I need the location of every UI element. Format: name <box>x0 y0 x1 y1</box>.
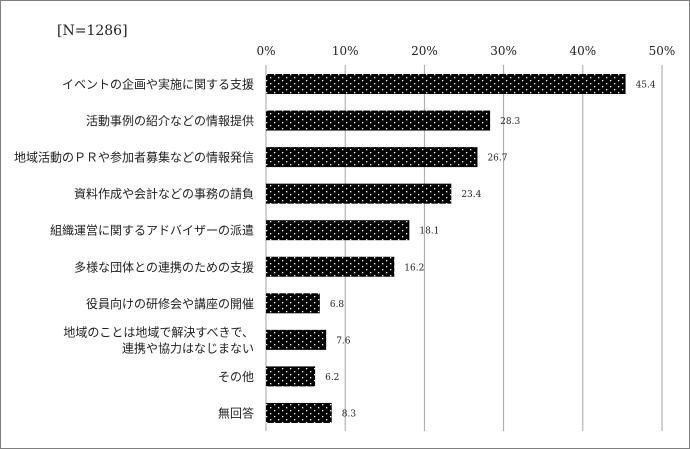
value-label: 28.3 <box>500 117 520 127</box>
x-tick-label: 30% <box>490 44 517 58</box>
bar <box>266 293 320 314</box>
value-label: 26.7 <box>487 154 507 164</box>
category-labels: イベントの企画や実施に関する支援活動事例の紹介などの情報提供地域活動のＰＲや参加… <box>14 77 254 421</box>
category-label: 活動事例の紹介などの情報提供 <box>86 113 254 128</box>
value-label: 16.2 <box>404 263 424 273</box>
value-label: 7.6 <box>336 336 351 346</box>
x-tick-label: 40% <box>569 44 596 58</box>
bar <box>266 256 395 277</box>
category-label: イベントの企画や実施に関する支援 <box>62 77 254 92</box>
value-label: 6.8 <box>330 300 345 310</box>
bar <box>266 220 410 241</box>
bar <box>266 147 478 168</box>
category-label: 無回答 <box>218 405 254 420</box>
bars <box>266 74 626 423</box>
x-tick-label: 50% <box>649 44 676 58</box>
category-label: 組織運営に関するアドバイザーの派遣 <box>50 223 254 238</box>
bar <box>266 74 626 94</box>
value-label: 8.3 <box>342 409 357 419</box>
category-label: その他 <box>218 370 254 384</box>
value-label: 23.4 <box>461 190 481 200</box>
category-label: 役員向けの研修会や講座の開催 <box>86 296 254 311</box>
category-label: 連携や協力はなじまない <box>122 340 254 355</box>
value-label: 6.2 <box>325 373 339 383</box>
bar <box>266 329 327 350</box>
bar <box>266 183 452 204</box>
category-label: 地域のことは地域で解決すべきで、 <box>63 325 254 339</box>
value-label: 45.4 <box>636 81 656 91</box>
category-label: 資料作成や会計などの事務の請負 <box>74 186 254 201</box>
x-tick-labels: 0% 10% 20% 30% 40% 50% <box>256 44 675 58</box>
sample-size-label: [N=1286] <box>57 23 128 39</box>
value-labels: 45.4 28.3 26.7 23.4 18.1 16.2 6.8 7.6 6.2 8.3 <box>325 81 656 420</box>
x-tick-label: 20% <box>411 44 438 58</box>
bar <box>266 110 491 131</box>
x-tick-label: 0% <box>256 44 275 58</box>
bar <box>266 366 316 387</box>
category-label: 地域活動のＰＲや参加者募集などの情報発信 <box>14 150 254 165</box>
value-label: 18.1 <box>419 227 439 237</box>
bar <box>266 402 332 423</box>
x-tick-label: 10% <box>332 44 359 58</box>
category-label: 多様な団体との連携のための支援 <box>74 259 254 274</box>
